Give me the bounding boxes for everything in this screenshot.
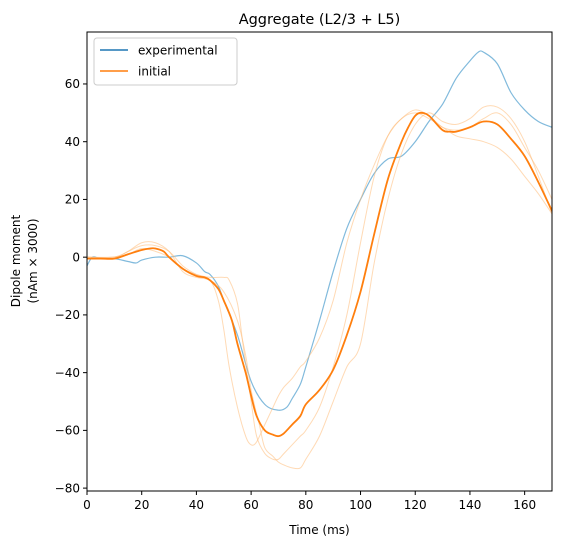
x-tick-label: 60 (243, 498, 258, 512)
x-tick-label: 0 (83, 498, 91, 512)
y-tick-label: 60 (65, 77, 80, 91)
y-tick-label: 40 (65, 135, 80, 149)
y-tick-label: −40 (55, 366, 80, 380)
y-axis: −80 −60 −40 −20 0 20 40 60 (55, 77, 87, 495)
y-axis-label-line1: Dipole moment (9, 214, 23, 307)
x-tick-label: 100 (349, 498, 372, 512)
x-tick-label: 80 (298, 498, 313, 512)
y-tick-label: 20 (65, 193, 80, 207)
series-line-trial-1 (87, 112, 552, 446)
y-axis-label-line2: (nAm × 3000) (26, 218, 40, 303)
x-tick-label: 40 (189, 498, 204, 512)
legend-box (93, 37, 238, 86)
x-axis-label: Time (ms) (288, 523, 350, 537)
series-layer (87, 50, 552, 470)
x-tick-label: 160 (513, 498, 536, 512)
plot-frame (86, 31, 553, 492)
x-tick-label: 20 (134, 498, 149, 512)
x-tick-label: 140 (458, 498, 481, 512)
x-tick-label: 120 (404, 498, 427, 512)
y-tick-label: −20 (55, 308, 80, 322)
series-line-trial-3 (87, 105, 552, 470)
y-tick-label: −80 (55, 481, 80, 495)
legend-label-experimental: experimental (138, 44, 218, 58)
series-line-experimental (87, 50, 552, 411)
series-line-initial (87, 111, 552, 438)
chart-title: Aggregate (L2/3 + L5) (239, 12, 401, 28)
y-tick-label: −60 (55, 424, 80, 438)
series-line-trial-2 (87, 109, 552, 461)
x-axis: 0 20 40 60 80 100 120 140 160 (83, 491, 536, 512)
legend: experimental initial (93, 37, 238, 86)
legend-label-initial: initial (138, 65, 171, 79)
y-tick-label: 0 (72, 250, 80, 264)
